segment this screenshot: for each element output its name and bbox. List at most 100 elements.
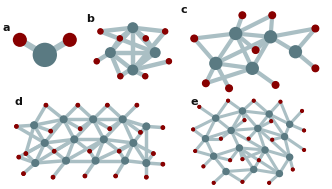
Circle shape	[44, 103, 48, 107]
Circle shape	[275, 84, 277, 86]
Circle shape	[107, 104, 108, 106]
Circle shape	[240, 13, 245, 18]
Circle shape	[65, 36, 74, 44]
Circle shape	[311, 25, 319, 33]
Circle shape	[154, 51, 157, 54]
Circle shape	[302, 148, 306, 152]
Circle shape	[162, 163, 164, 165]
Circle shape	[74, 139, 75, 140]
Circle shape	[106, 104, 109, 106]
Circle shape	[17, 37, 23, 43]
Circle shape	[128, 65, 137, 75]
Circle shape	[94, 59, 99, 64]
Circle shape	[215, 63, 217, 64]
Circle shape	[129, 24, 136, 31]
Circle shape	[202, 165, 205, 168]
Circle shape	[240, 108, 245, 114]
Circle shape	[124, 159, 126, 162]
Circle shape	[302, 148, 306, 152]
Circle shape	[23, 173, 24, 174]
Circle shape	[134, 103, 139, 108]
Circle shape	[242, 159, 243, 160]
Circle shape	[51, 176, 54, 179]
Circle shape	[15, 35, 25, 45]
Circle shape	[213, 182, 215, 184]
Circle shape	[247, 137, 250, 140]
Circle shape	[76, 104, 79, 107]
Circle shape	[268, 181, 271, 184]
Circle shape	[263, 148, 267, 152]
Circle shape	[294, 50, 297, 53]
Circle shape	[313, 66, 318, 71]
Circle shape	[203, 166, 204, 167]
Circle shape	[143, 74, 148, 79]
Circle shape	[288, 155, 292, 160]
Circle shape	[213, 115, 218, 121]
Circle shape	[198, 105, 201, 109]
Circle shape	[88, 149, 92, 153]
Circle shape	[273, 82, 279, 88]
Circle shape	[252, 46, 260, 54]
Circle shape	[257, 158, 261, 162]
Circle shape	[145, 162, 148, 164]
Circle shape	[94, 58, 100, 64]
Circle shape	[249, 65, 256, 72]
Text: c: c	[181, 5, 187, 15]
Circle shape	[92, 118, 95, 121]
Circle shape	[290, 47, 300, 57]
Circle shape	[152, 152, 155, 155]
Circle shape	[145, 76, 146, 77]
Circle shape	[266, 111, 272, 117]
Circle shape	[241, 180, 244, 184]
Circle shape	[240, 13, 244, 17]
Circle shape	[118, 74, 123, 78]
Circle shape	[43, 141, 47, 145]
Circle shape	[36, 46, 54, 64]
Circle shape	[301, 110, 303, 112]
Circle shape	[293, 49, 298, 54]
Text: e: e	[191, 97, 198, 107]
Circle shape	[115, 175, 117, 177]
Circle shape	[303, 149, 305, 151]
Circle shape	[191, 127, 195, 132]
Circle shape	[42, 140, 48, 146]
Circle shape	[113, 174, 118, 178]
Circle shape	[300, 109, 303, 112]
Circle shape	[51, 175, 55, 179]
Circle shape	[22, 172, 25, 175]
Circle shape	[151, 152, 155, 156]
Circle shape	[88, 150, 91, 153]
Circle shape	[139, 131, 142, 134]
Circle shape	[229, 129, 233, 132]
Circle shape	[270, 13, 274, 17]
Circle shape	[246, 62, 259, 75]
Circle shape	[150, 48, 160, 57]
Circle shape	[192, 128, 195, 131]
Circle shape	[232, 29, 240, 38]
Circle shape	[267, 112, 271, 116]
Circle shape	[18, 156, 19, 158]
Circle shape	[284, 136, 285, 137]
Circle shape	[269, 119, 273, 123]
Circle shape	[52, 177, 53, 178]
Circle shape	[62, 157, 69, 164]
Circle shape	[253, 169, 254, 170]
Circle shape	[225, 170, 227, 173]
Circle shape	[292, 169, 293, 170]
Circle shape	[77, 104, 79, 106]
Circle shape	[131, 140, 136, 146]
Circle shape	[271, 139, 273, 141]
Circle shape	[91, 117, 96, 122]
Circle shape	[24, 152, 27, 155]
Circle shape	[270, 36, 271, 38]
Circle shape	[53, 151, 55, 152]
Circle shape	[230, 129, 232, 131]
Circle shape	[61, 117, 66, 122]
Circle shape	[280, 101, 281, 102]
Circle shape	[288, 122, 292, 127]
Circle shape	[142, 73, 148, 79]
Circle shape	[292, 169, 293, 170]
Circle shape	[32, 123, 37, 128]
Circle shape	[202, 165, 205, 168]
Circle shape	[225, 84, 233, 92]
